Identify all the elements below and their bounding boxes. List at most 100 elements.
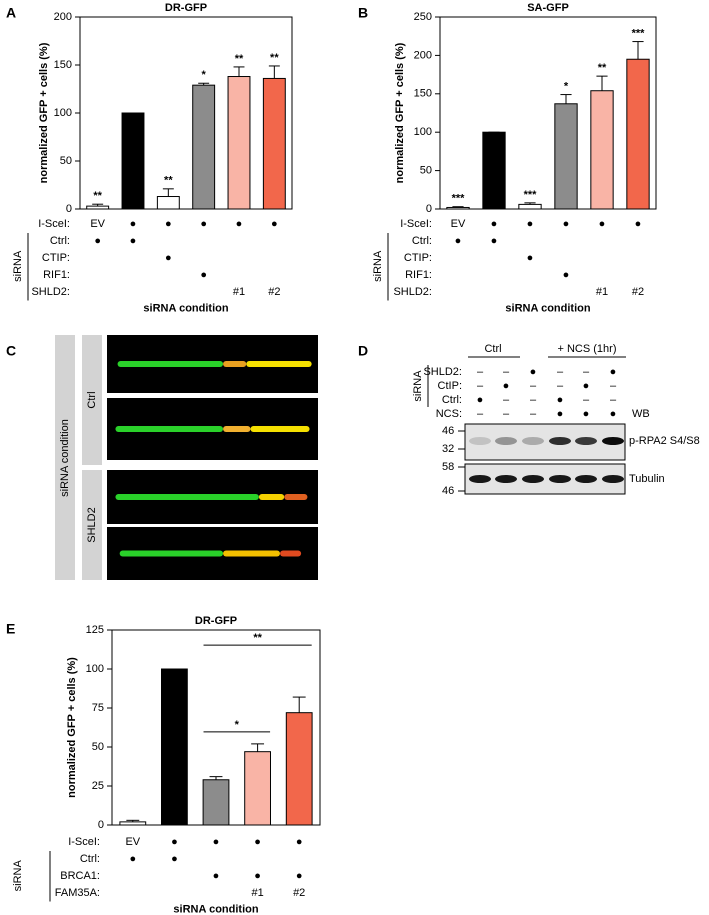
band bbox=[602, 475, 624, 483]
condition-label: SHLD2: bbox=[31, 286, 70, 298]
row-cell: ● bbox=[530, 366, 537, 378]
condition-cell: ● bbox=[213, 836, 220, 848]
condition-cell: #2 bbox=[293, 887, 305, 899]
y-tick-label: 75 bbox=[92, 702, 104, 714]
condition-label: BRCA1: bbox=[60, 870, 100, 882]
band bbox=[522, 437, 544, 445]
significance: *** bbox=[524, 189, 538, 201]
fiber-segment bbox=[115, 426, 224, 432]
band bbox=[602, 437, 624, 445]
significance: *** bbox=[632, 27, 646, 39]
condition-label: CTIP: bbox=[42, 252, 70, 264]
bar bbox=[554, 103, 578, 210]
row-bar bbox=[82, 335, 102, 465]
fiber-segment bbox=[258, 494, 285, 500]
marker-label: 46 bbox=[442, 425, 454, 437]
bar bbox=[121, 112, 145, 210]
condition-cell: ● bbox=[165, 252, 172, 264]
y-tick-label: 0 bbox=[66, 203, 72, 215]
condition-cell: ● bbox=[635, 218, 642, 230]
row-cell: – bbox=[557, 366, 564, 378]
condition-cell: ● bbox=[271, 218, 278, 230]
blot-frame bbox=[464, 423, 626, 461]
row-label: NCS: bbox=[436, 408, 462, 420]
row-cell: – bbox=[477, 408, 484, 420]
condition-label: I-SceI: bbox=[38, 218, 70, 230]
condition-cell: ● bbox=[200, 269, 207, 281]
fiber-images bbox=[107, 335, 318, 580]
group-bar bbox=[55, 335, 75, 580]
bracket-label: * bbox=[235, 719, 240, 731]
condition-cell: ● bbox=[165, 218, 172, 230]
condition-label: FAM35A: bbox=[55, 887, 100, 899]
condition-cell: ● bbox=[213, 870, 220, 882]
condition-cell: ● bbox=[254, 870, 261, 882]
row-cell: ● bbox=[583, 380, 590, 392]
bar bbox=[86, 205, 110, 210]
row-bar bbox=[82, 470, 102, 580]
bracket-label: ** bbox=[253, 632, 262, 644]
row-cell: ● bbox=[610, 408, 617, 420]
condition-cell: EV bbox=[125, 836, 140, 848]
chart-title: SA-GFP bbox=[527, 2, 569, 14]
y-tick-label: 25 bbox=[92, 780, 104, 792]
condition-cell: #2 bbox=[268, 286, 280, 298]
header: + NCS (1hr) bbox=[558, 343, 617, 355]
row-cell: ● bbox=[557, 394, 564, 406]
bar bbox=[202, 779, 230, 826]
condition-label: I-SceI: bbox=[68, 836, 100, 848]
condition-cell: ● bbox=[455, 235, 462, 247]
condition-label: RIF1: bbox=[43, 269, 70, 281]
chart-title: DR-GFP bbox=[195, 615, 237, 627]
group-label: siRNA bbox=[372, 250, 384, 282]
row-cell: – bbox=[610, 394, 617, 406]
condition-cell: ● bbox=[527, 252, 534, 264]
x-axis-label: siRNA condition bbox=[143, 302, 228, 314]
condition-cell: ● bbox=[236, 218, 243, 230]
condition-cell: ● bbox=[171, 836, 178, 848]
y-tick-label: 150 bbox=[414, 88, 432, 100]
condition-cell: ● bbox=[491, 218, 498, 230]
y-tick-label: 250 bbox=[414, 11, 432, 23]
condition-cell: #1 bbox=[251, 887, 263, 899]
chart-title: DR-GFP bbox=[165, 2, 207, 14]
condition-cell: #1 bbox=[233, 286, 245, 298]
bar bbox=[227, 76, 251, 210]
bar bbox=[590, 90, 614, 210]
y-tick-label: 200 bbox=[414, 49, 432, 61]
row-cell: – bbox=[557, 380, 564, 392]
bar bbox=[156, 196, 180, 210]
group-label: siRNA bbox=[12, 860, 24, 892]
condition-cell: ● bbox=[129, 853, 136, 865]
significance: * bbox=[564, 80, 569, 92]
fiber-segment bbox=[246, 361, 312, 367]
panel-label: D bbox=[358, 343, 368, 359]
fiber-segment bbox=[250, 426, 310, 432]
row-cell: – bbox=[610, 380, 617, 392]
row-cell: – bbox=[530, 380, 537, 392]
significance: ** bbox=[164, 175, 173, 187]
condition-cell: ● bbox=[563, 269, 570, 281]
significance: ** bbox=[598, 62, 607, 74]
bar bbox=[119, 821, 147, 826]
row-label: CtIP: bbox=[438, 380, 462, 392]
y-tick-label: 100 bbox=[86, 663, 104, 675]
y-axis-label: normalized GFP + cells (%) bbox=[38, 42, 50, 183]
band bbox=[549, 475, 571, 483]
y-axis-label: normalized GFP + cells (%) bbox=[394, 42, 406, 183]
row-cell: – bbox=[530, 394, 537, 406]
significance: ** bbox=[93, 190, 102, 202]
row-cell: – bbox=[477, 366, 484, 378]
x-axis-label: siRNA condition bbox=[173, 903, 258, 915]
significance: * bbox=[202, 69, 207, 81]
row-label: SHLD2: bbox=[423, 366, 462, 378]
panel-label: A bbox=[6, 5, 16, 21]
band bbox=[469, 437, 491, 445]
condition-label: Ctrl: bbox=[50, 235, 70, 247]
group-label: siRNA bbox=[12, 250, 24, 282]
condition-cell: ● bbox=[296, 836, 303, 848]
condition-label: RIF1: bbox=[405, 269, 432, 281]
row-cell: – bbox=[503, 408, 510, 420]
